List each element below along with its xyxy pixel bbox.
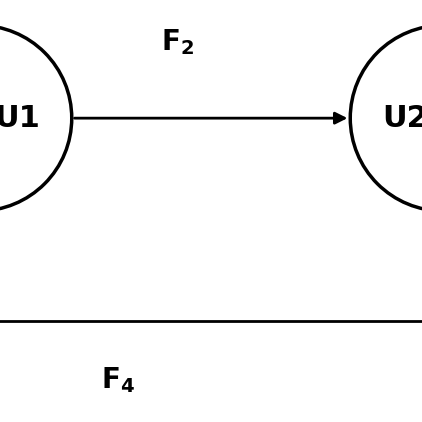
Text: $\mathbf{F_2}$: $\mathbf{F_2}$ xyxy=(161,27,194,57)
Text: U1: U1 xyxy=(0,104,40,133)
Text: U2: U2 xyxy=(382,104,422,133)
Text: $\mathbf{F_4}$: $\mathbf{F_4}$ xyxy=(101,365,135,395)
